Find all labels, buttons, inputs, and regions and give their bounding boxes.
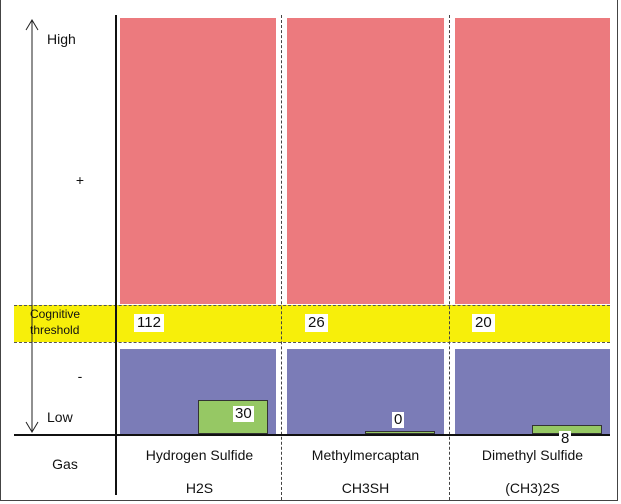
y-label-minus: - — [77, 368, 83, 384]
threshold-value-2: 26 — [305, 314, 328, 332]
category-label-2: Methylmercaptan — [311, 447, 420, 463]
category-formula-2: CH3SH — [341, 480, 390, 496]
x-axis-line — [14, 434, 610, 436]
high-zone-col-2 — [287, 18, 444, 304]
gas-row-label: Gas — [52, 456, 78, 472]
bar-value-label-3: 8 — [559, 429, 572, 447]
threshold-bottom-line — [14, 342, 610, 343]
y-label-plus: + — [75, 172, 85, 188]
category-formula-3: (CH3)2S — [505, 480, 560, 496]
bar-methylmercaptan — [365, 431, 435, 434]
threshold-top-line — [14, 305, 610, 306]
high-zone-col-1 — [120, 18, 276, 304]
category-label-1: Hydrogen Sulfide — [145, 447, 254, 463]
low-zone-col-2 — [287, 349, 444, 434]
bar-value-label-1: 30 — [233, 405, 254, 423]
y-label-low: Low — [47, 409, 73, 425]
y-label-high: High — [47, 31, 76, 47]
category-formula-1: H2S — [185, 480, 214, 496]
bar-value-label-2: 0 — [392, 411, 405, 428]
threshold-value-3: 20 — [472, 314, 495, 332]
column-divider-2 — [449, 15, 450, 500]
category-label-3: Dimethyl Sulfide — [481, 447, 584, 463]
threshold-value-1: 112 — [134, 314, 164, 332]
scale-arrow-icon — [25, 19, 39, 433]
y-axis-line — [115, 15, 117, 495]
threshold-label: Cognitive threshold — [30, 307, 81, 337]
high-zone-col-3 — [455, 18, 610, 304]
column-divider-1 — [281, 15, 282, 500]
cropped-header-text — [555, 0, 621, 4]
low-zone-col-3 — [455, 349, 610, 434]
